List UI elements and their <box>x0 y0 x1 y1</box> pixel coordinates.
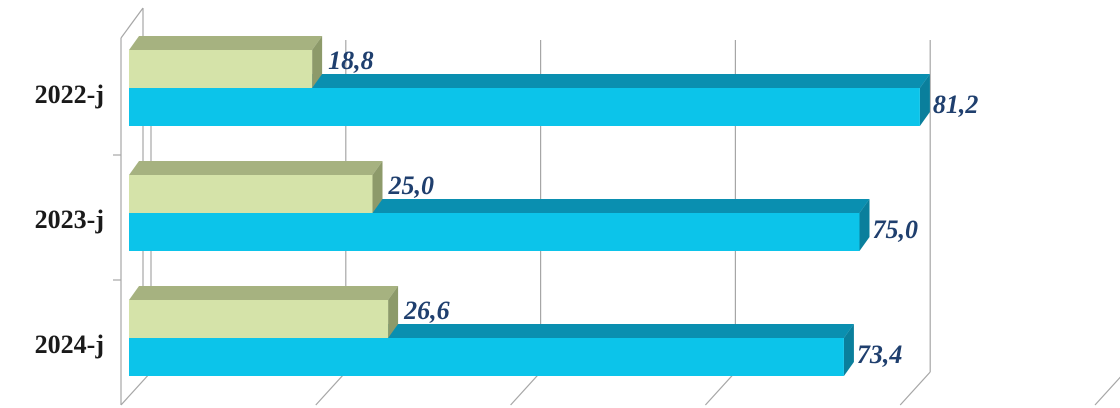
bar-series-2-2022-j-side <box>919 74 930 126</box>
value-label-series-1-2024-j: 26,6 <box>403 296 450 325</box>
floor-tick-80 <box>899 371 931 406</box>
category-label-2024-j: 2024-j <box>35 330 104 359</box>
value-label-series-2-2023-j: 75,0 <box>873 215 919 244</box>
floor-tick-40 <box>510 371 542 406</box>
bar-series-1-2024-j-top <box>129 286 399 300</box>
bar-series-1-2022-j-side <box>312 36 323 88</box>
bar-series-2-2022-j-top <box>129 74 930 88</box>
floor-tick-60 <box>704 371 736 406</box>
bar-series-1-2022-j <box>129 36 323 88</box>
bar-series-1-2022-j-front <box>129 50 313 88</box>
floor-tick-20 <box>315 371 347 406</box>
bar-series-2-2023-j-side <box>859 199 870 251</box>
bar-series-2-2023-j-front <box>129 213 860 251</box>
bar-series-2-2022-j-front <box>129 88 920 126</box>
bars <box>129 36 930 376</box>
bar-series-2-2022-j <box>129 74 930 126</box>
bar-series-1-2023-j-front <box>129 175 373 213</box>
bar-series-1-2023-j-side <box>372 161 383 213</box>
floor-tick-100 <box>1094 376 1120 406</box>
category-label-2023-j: 2023-j <box>35 205 104 234</box>
bar-series-1-2024-j <box>129 286 399 338</box>
bar-series-2-2024-j-side <box>843 324 854 376</box>
value-label-series-1-2022-j: 18,8 <box>328 46 374 75</box>
category-label-2022-j: 2022-j <box>35 80 104 109</box>
value-label-series-2-2022-j: 81,2 <box>933 90 979 119</box>
bar-series-2-2024-j-front <box>129 338 844 376</box>
floor-tick-0 <box>120 371 152 406</box>
axis-top-diag <box>120 7 144 39</box>
bar-series-1-2023-j <box>129 161 383 213</box>
labels: 2022-j 18,8 81,2 2023-j 25,0 75,0 2024-j 26,6 73… <box>35 46 979 369</box>
bar-series-1-2024-j-front <box>129 300 389 338</box>
bar-series-1-2023-j-top <box>129 161 383 175</box>
value-label-series-1-2023-j: 25,0 <box>388 171 435 200</box>
bar-series-1-2024-j-side <box>388 286 399 338</box>
value-label-series-2-2024-j: 73,4 <box>857 340 903 369</box>
bar-series-1-2022-j-top <box>129 36 323 50</box>
